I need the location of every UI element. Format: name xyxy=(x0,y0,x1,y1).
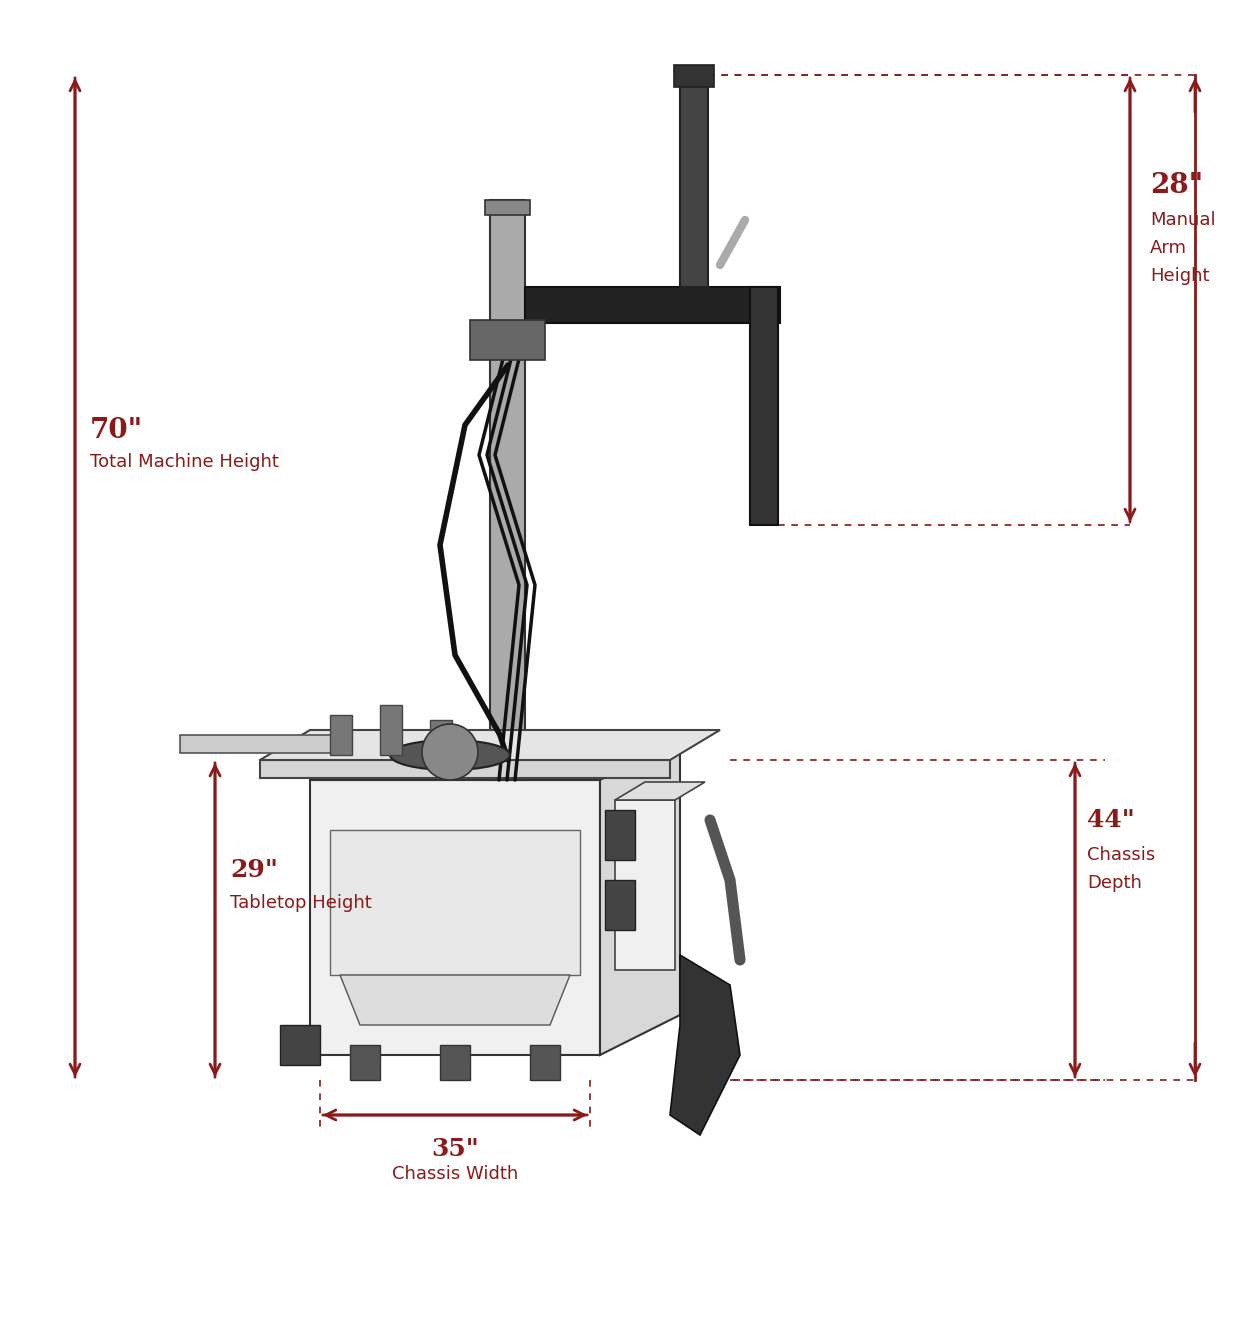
Text: Chassis: Chassis xyxy=(1086,846,1156,864)
Polygon shape xyxy=(381,705,402,755)
Polygon shape xyxy=(605,880,636,930)
Polygon shape xyxy=(350,1045,381,1080)
Polygon shape xyxy=(260,730,720,759)
Text: 28": 28" xyxy=(1150,172,1203,198)
Text: Tabletop Height: Tabletop Height xyxy=(230,894,372,912)
Polygon shape xyxy=(669,955,740,1134)
Polygon shape xyxy=(340,975,570,1025)
Polygon shape xyxy=(525,287,780,323)
Polygon shape xyxy=(600,739,679,1055)
Text: Chassis Width: Chassis Width xyxy=(392,1165,519,1182)
Text: 44": 44" xyxy=(1086,809,1134,833)
Polygon shape xyxy=(490,200,525,779)
Text: 29": 29" xyxy=(230,858,278,882)
Text: 35": 35" xyxy=(431,1137,479,1161)
Polygon shape xyxy=(180,735,340,753)
Polygon shape xyxy=(310,739,679,779)
Text: Depth: Depth xyxy=(1086,874,1142,892)
Polygon shape xyxy=(330,716,352,755)
Polygon shape xyxy=(260,759,669,778)
Polygon shape xyxy=(615,801,674,970)
Polygon shape xyxy=(280,1025,320,1065)
Polygon shape xyxy=(470,321,545,360)
Polygon shape xyxy=(430,720,452,755)
Polygon shape xyxy=(750,287,777,525)
Ellipse shape xyxy=(391,739,510,770)
Text: 70": 70" xyxy=(90,416,143,443)
Text: Arm: Arm xyxy=(1150,239,1187,257)
Polygon shape xyxy=(310,779,600,1055)
Text: Total Machine Height: Total Machine Height xyxy=(90,454,279,471)
Text: Height: Height xyxy=(1150,267,1210,285)
Polygon shape xyxy=(679,74,708,287)
Polygon shape xyxy=(485,200,530,215)
Polygon shape xyxy=(530,1045,560,1080)
Polygon shape xyxy=(674,65,713,86)
Text: Manual: Manual xyxy=(1150,211,1216,229)
Polygon shape xyxy=(605,810,636,861)
Polygon shape xyxy=(440,1045,470,1080)
Circle shape xyxy=(422,724,479,779)
Polygon shape xyxy=(330,830,580,975)
Polygon shape xyxy=(615,782,705,801)
